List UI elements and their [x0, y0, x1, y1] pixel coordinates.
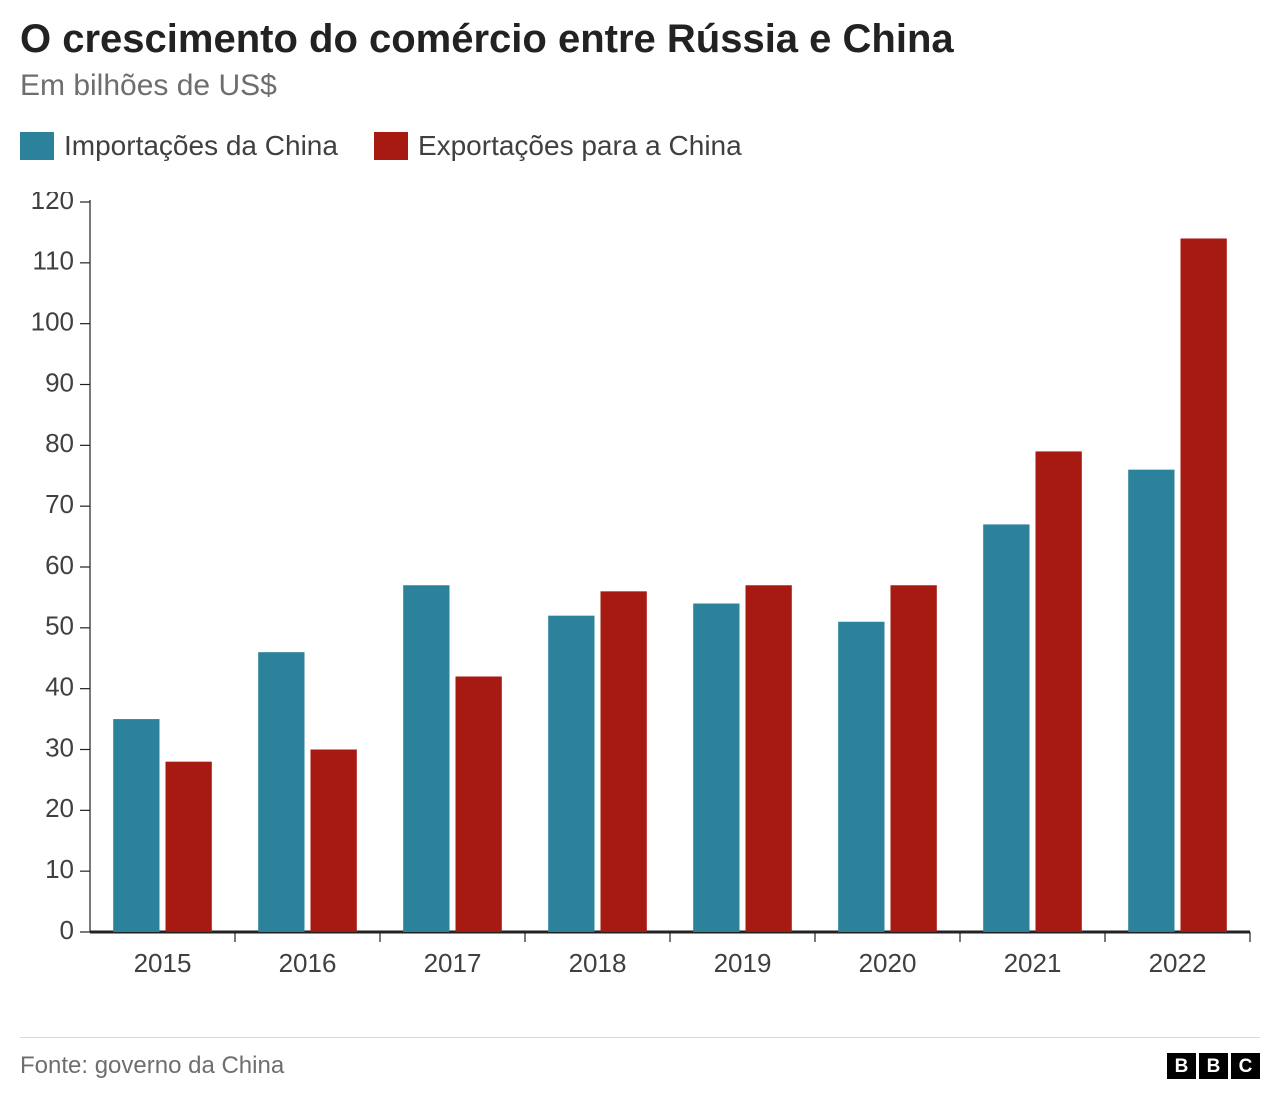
bar-chart-svg: 0 10 20 30 40 50 60 70 80 90 100 110 120 2015 2016 2017…	[20, 192, 1260, 992]
bar	[113, 719, 159, 932]
svg-text:20: 20	[45, 793, 74, 823]
svg-text:2021: 2021	[1004, 948, 1062, 978]
svg-text:30: 30	[45, 732, 74, 762]
bbc-logo-letter: B	[1199, 1053, 1228, 1079]
legend-label-imports: Importações da China	[64, 130, 338, 162]
legend-item-exports: Exportações para a China	[374, 130, 742, 162]
bbc-logo-letter: C	[1231, 1053, 1260, 1079]
bar	[746, 585, 792, 932]
bar	[838, 622, 884, 932]
chart-title: O crescimento do comércio entre Rússia e…	[20, 16, 1260, 62]
legend: Importações da China Exportações para a …	[20, 130, 1260, 162]
svg-text:2022: 2022	[1149, 948, 1207, 978]
legend-label-exports: Exportações para a China	[418, 130, 742, 162]
svg-text:0: 0	[60, 915, 74, 945]
svg-text:2015: 2015	[134, 948, 192, 978]
bar	[1181, 239, 1227, 933]
svg-text:2019: 2019	[714, 948, 772, 978]
source-text: Fonte: governo da China	[20, 1052, 284, 1080]
bar	[403, 585, 449, 932]
svg-text:60: 60	[45, 550, 74, 580]
bar	[1036, 451, 1082, 932]
legend-swatch-imports	[20, 132, 54, 160]
bbc-logo-letter: B	[1167, 1053, 1196, 1079]
svg-text:120: 120	[31, 192, 74, 215]
footer: Fonte: governo da China B B C	[20, 1037, 1260, 1080]
svg-text:70: 70	[45, 489, 74, 519]
svg-text:2018: 2018	[569, 948, 627, 978]
svg-text:50: 50	[45, 611, 74, 641]
bar	[693, 604, 739, 933]
chart-container: O crescimento do comércio entre Rússia e…	[0, 0, 1280, 1102]
bar	[601, 591, 647, 932]
svg-text:40: 40	[45, 672, 74, 702]
svg-text:2016: 2016	[279, 948, 337, 978]
chart-plot-area: 0 10 20 30 40 50 60 70 80 90 100 110 120 2015 2016 2017…	[20, 192, 1260, 992]
bar	[311, 750, 357, 933]
bar	[548, 616, 594, 932]
chart-subtitle: Em bilhões de US$	[20, 68, 1260, 104]
svg-text:80: 80	[45, 428, 74, 458]
bar	[983, 524, 1029, 932]
legend-swatch-exports	[374, 132, 408, 160]
bar	[258, 652, 304, 932]
legend-item-imports: Importações da China	[20, 130, 338, 162]
svg-text:2020: 2020	[859, 948, 917, 978]
bar	[456, 677, 502, 933]
svg-text:110: 110	[33, 246, 74, 276]
svg-text:90: 90	[45, 367, 74, 397]
bar	[1128, 470, 1174, 932]
bbc-logo: B B C	[1167, 1053, 1260, 1079]
bar	[166, 762, 212, 932]
svg-text:100: 100	[31, 307, 74, 337]
bar	[891, 585, 937, 932]
svg-text:2017: 2017	[424, 948, 482, 978]
svg-text:10: 10	[45, 854, 74, 884]
